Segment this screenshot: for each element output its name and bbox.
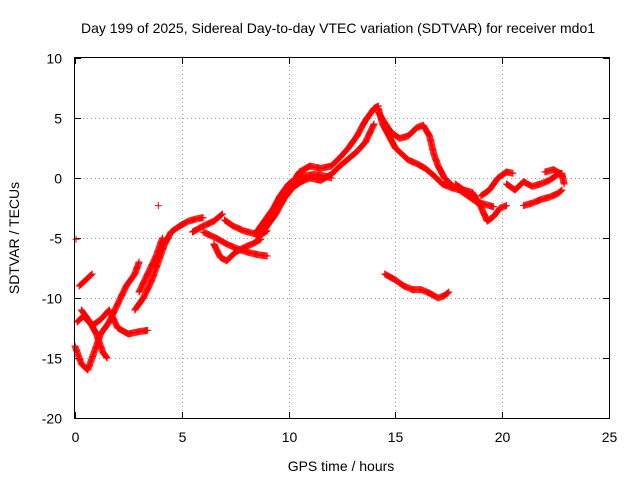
series-track-i (188, 210, 226, 236)
y-tick-label: -5 (50, 231, 63, 247)
x-tick-label: 25 (602, 429, 618, 445)
data-point (370, 121, 378, 129)
data-point (218, 210, 226, 218)
series-track-d (77, 306, 111, 362)
data-point (154, 202, 162, 210)
data-point (560, 180, 568, 188)
data-point (370, 120, 378, 128)
x-axis-label: GPS time / hours (288, 458, 395, 474)
chart-title: Day 199 of 2025, Sidereal Day-to-day VTE… (81, 20, 595, 36)
data-point (495, 205, 503, 213)
data-point (88, 270, 96, 278)
plot-frame (74, 57, 610, 419)
series-track-k (199, 228, 271, 260)
data-point (144, 326, 152, 334)
series-track-b (75, 270, 96, 290)
data-point (444, 289, 452, 297)
x-tick-label: 10 (282, 429, 298, 445)
data-point (199, 214, 207, 222)
series-track-s (477, 168, 517, 200)
grid (75, 58, 609, 418)
y-tick-label: 0 (54, 171, 62, 187)
y-tick-label: 5 (54, 111, 62, 127)
data-point (159, 234, 167, 242)
series-track-g (154, 202, 162, 210)
data-point (102, 353, 110, 361)
x-tick-label: 15 (388, 429, 404, 445)
series-track-r (451, 180, 510, 225)
data-point (445, 288, 453, 296)
data-point (558, 186, 566, 194)
series-track-f (135, 234, 167, 296)
data-point (103, 354, 111, 362)
data-point (557, 187, 565, 195)
data-point (263, 252, 271, 260)
y-tick-label: -10 (42, 291, 62, 307)
y-tick-label: -15 (42, 351, 62, 367)
data-point (445, 179, 453, 186)
y-axis-label: SDTVAR / TECUs (6, 182, 22, 294)
series-track-w (381, 270, 453, 302)
series-track-u (520, 186, 566, 210)
data-points (71, 102, 568, 374)
data-point (72, 235, 80, 243)
data-point (86, 272, 94, 279)
data-point (135, 258, 143, 266)
series-track-o (285, 102, 382, 194)
series-track-e (131, 214, 207, 314)
series-track-n (255, 120, 378, 242)
data-point (217, 211, 225, 219)
series-track-v (541, 166, 568, 188)
data-point (556, 187, 564, 195)
x-tick-label: 20 (495, 429, 511, 445)
y-tick-label: -20 (42, 411, 62, 427)
y-tick-label: 10 (46, 51, 62, 67)
series-track-h (72, 235, 80, 243)
x-tick-label: 0 (72, 429, 80, 445)
x-tick-label: 5 (179, 429, 187, 445)
data-point (102, 352, 110, 360)
data-point (509, 169, 517, 177)
data-point (87, 271, 95, 279)
data-point (490, 203, 498, 211)
tick-labels: 0 5 10 15 20 25 -20 -15 -10 -5 0 5 10 (42, 51, 618, 446)
data-point (218, 211, 226, 219)
series-track-q (374, 108, 455, 188)
data-point (443, 289, 451, 297)
data-point (502, 202, 510, 210)
data-point (446, 179, 454, 187)
